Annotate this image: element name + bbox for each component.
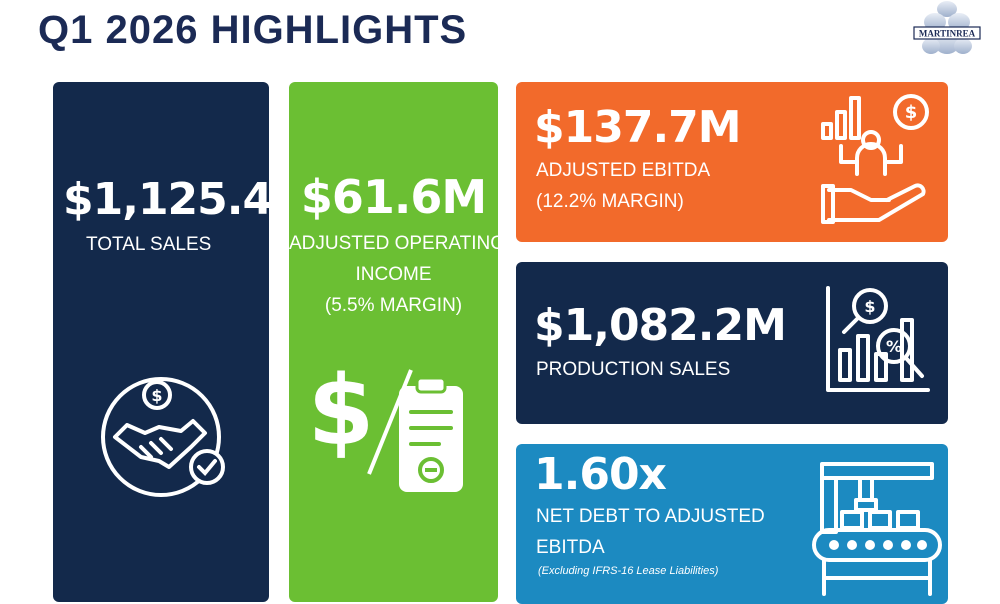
page-title: Q1 2026 HIGHLIGHTS — [38, 8, 468, 52]
net-debt-note: (Excluding IFRS-16 Lease Liabilities) — [538, 565, 719, 577]
adj-ebitda-label-line: ADJUSTED EBITDA — [536, 160, 711, 181]
hand-growth-icon: $ — [821, 94, 929, 224]
total-sales-card: $1,125.4M TOTAL SALES $ — [53, 82, 316, 602]
adj-operating-income-label: ADJUSTED OPERATING INCOME (5.5% MARGIN) — [289, 228, 506, 321]
logo-text: MARTINREA — [919, 29, 976, 39]
svg-text:$: $ — [864, 297, 875, 316]
adj-operating-income-value: $61.6M — [300, 170, 487, 224]
net-debt-label-line: NET DEBT TO ADJUSTED — [536, 506, 765, 527]
production-sales-value: $1,082.2M — [534, 300, 787, 351]
chart-magnifier-icon: $ % — [826, 286, 930, 392]
net-debt-label: NET DEBT TO ADJUSTED EBITDA — [536, 501, 765, 563]
svg-text:$: $ — [308, 355, 375, 467]
company-logo: MARTINREA — [910, 0, 984, 62]
adj-operating-income-label-line: ADJUSTED OPERATING — [289, 233, 506, 254]
adj-operating-income-label-line: INCOME — [355, 264, 432, 285]
svg-text:%: % — [886, 337, 902, 356]
adj-operating-income-card: $61.6M ADJUSTED OPERATING INCOME (5.5% M… — [289, 82, 506, 602]
svg-text:$: $ — [905, 102, 918, 123]
handshake-dollar-icon: $ — [101, 377, 225, 497]
net-debt-value: 1.60x — [534, 449, 667, 500]
total-sales-value: $1,125.4M — [63, 174, 316, 225]
svg-text:$: $ — [151, 386, 162, 405]
net-debt-label-line: EBITDA — [536, 537, 605, 558]
adj-operating-income-label-line: (5.5% MARGIN) — [324, 295, 463, 316]
adj-ebitda-value: $137.7M — [534, 102, 742, 153]
total-sales-label: TOTAL SALES — [86, 234, 212, 255]
dollar-clipboard-icon: $ — [308, 355, 463, 492]
adj-ebitda-label: ADJUSTED EBITDA (12.2% MARGIN) — [536, 155, 710, 217]
adj-ebitda-label-line: (12.2% MARGIN) — [536, 191, 684, 212]
conveyor-robot-icon — [812, 462, 942, 596]
production-sales-card: $1,082.2M PRODUCTION SALES $ % — [516, 262, 948, 424]
adj-ebitda-card: $137.7M ADJUSTED EBITDA (12.2% MARGIN) $ — [516, 82, 948, 242]
net-debt-card: 1.60x NET DEBT TO ADJUSTED EBITDA (Exclu… — [516, 444, 948, 604]
production-sales-label: PRODUCTION SALES — [536, 359, 731, 380]
